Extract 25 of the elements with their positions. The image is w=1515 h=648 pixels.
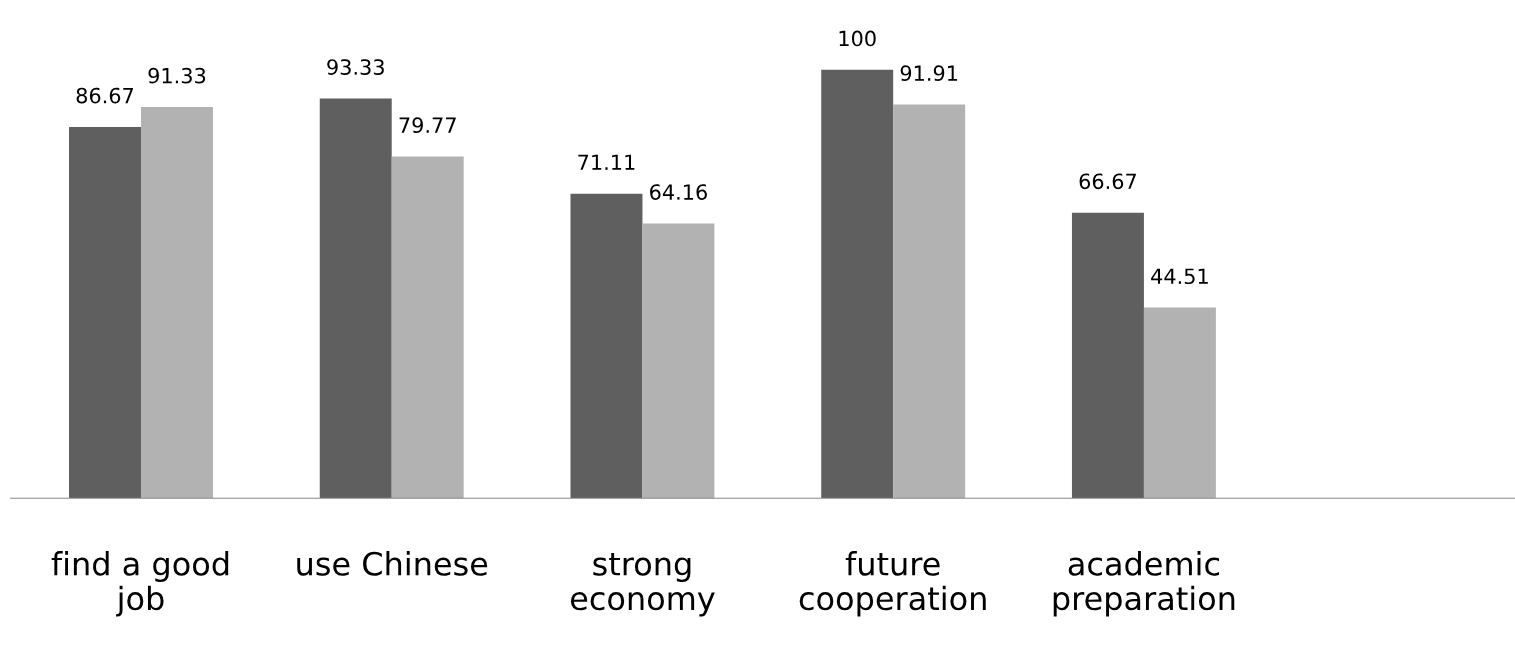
bar xyxy=(319,98,392,499)
x-tick-label: strong economy xyxy=(570,552,715,617)
x-tick-label: academic preparation xyxy=(1053,551,1235,617)
bar xyxy=(391,156,464,499)
x-tick-label: future cooperation xyxy=(799,551,986,617)
bar xyxy=(893,104,966,499)
data-label: 79.77 xyxy=(399,117,456,134)
bar xyxy=(642,223,715,499)
bar xyxy=(570,193,643,499)
data-label: 100 xyxy=(839,30,876,47)
data-label: 93.33 xyxy=(327,59,384,75)
bar xyxy=(821,69,894,499)
data-label: 64.16 xyxy=(650,184,707,200)
x-tick-label: find a good job xyxy=(51,551,229,617)
data-label: 66.67 xyxy=(1079,173,1136,190)
bar xyxy=(140,106,213,499)
bar xyxy=(1143,307,1216,499)
data-label: 91.33 xyxy=(148,67,206,84)
data-label: 44.51 xyxy=(1151,268,1208,285)
bar xyxy=(1071,212,1144,499)
data-label: 86.67 xyxy=(76,87,134,104)
data-label: 91.91 xyxy=(900,65,958,82)
x-tick-label: use Chinese xyxy=(297,551,488,576)
data-label: 71.11 xyxy=(578,154,635,170)
bar xyxy=(69,126,141,499)
